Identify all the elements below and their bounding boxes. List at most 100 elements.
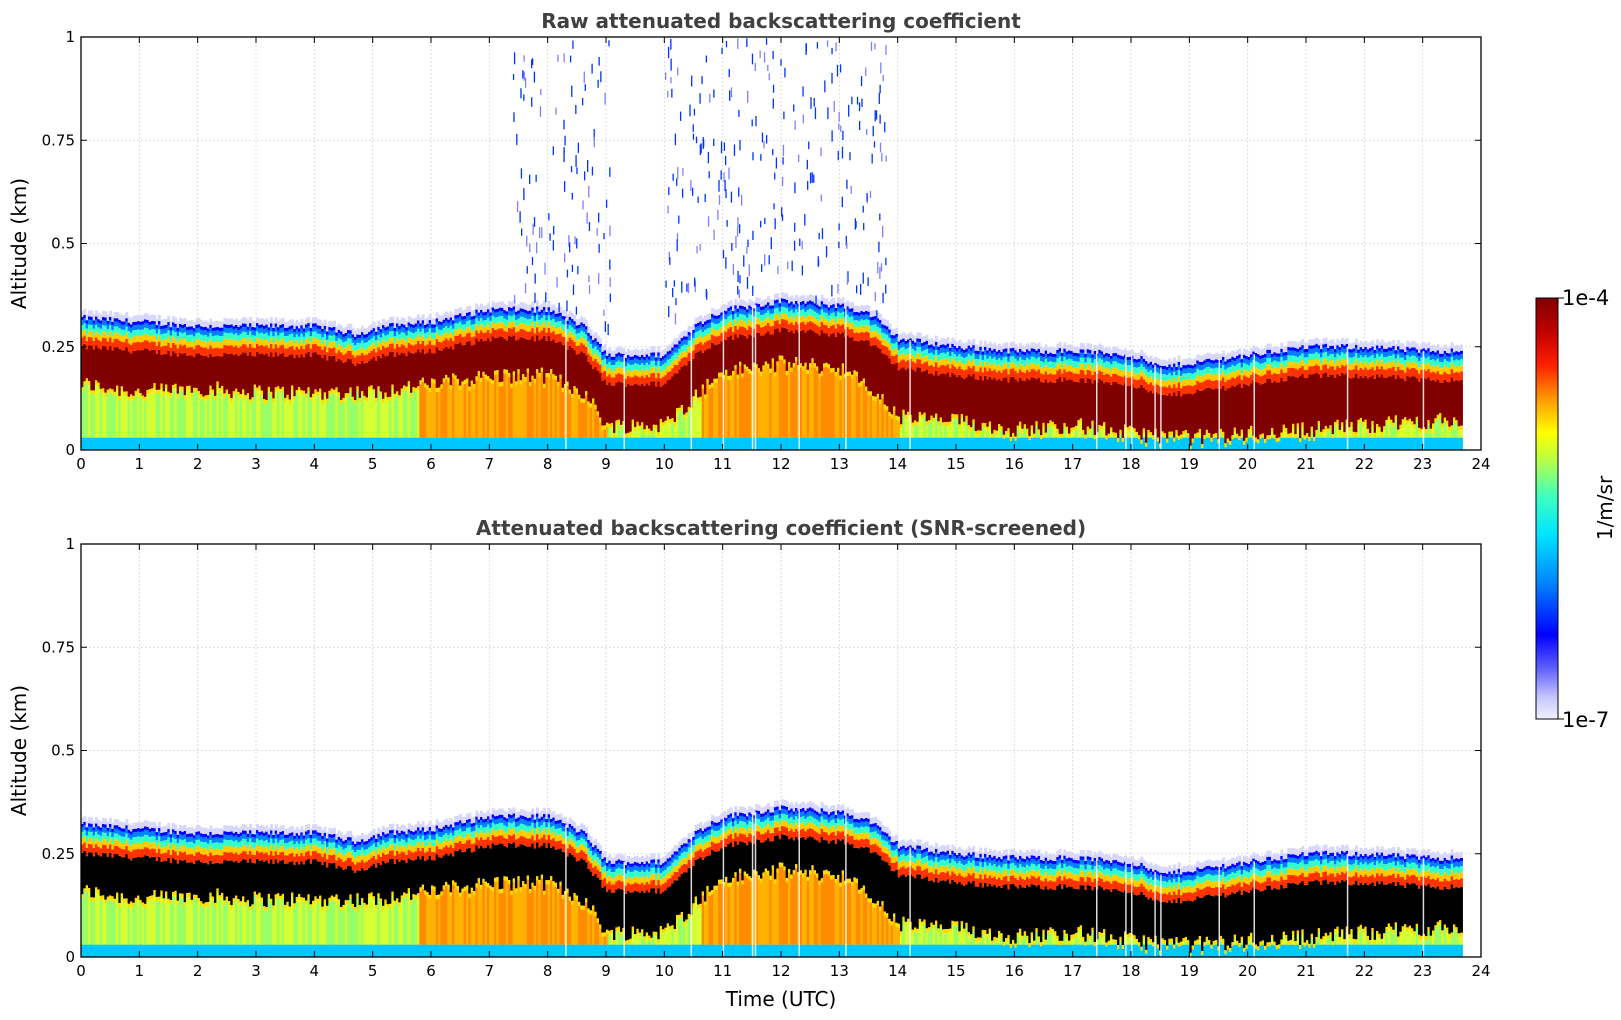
heatmap-cell (260, 318, 264, 325)
heatmap-cell (1173, 392, 1176, 438)
heatmap-cell (617, 355, 621, 361)
heatmap-cell (319, 392, 322, 438)
heatmap-cell (1154, 356, 1158, 363)
heatmap-cell (1133, 358, 1137, 363)
heatmap-cell (414, 323, 418, 327)
heatmap-cell (743, 310, 747, 316)
heatmap-cell (190, 334, 194, 341)
heatmap-cell (1103, 374, 1106, 384)
heatmap-cell (685, 357, 689, 366)
heatmap-cell (480, 377, 483, 382)
heatmap-cell (526, 331, 530, 340)
heatmap-cell (867, 311, 871, 315)
heatmap-cell (102, 437, 105, 450)
heatmap-cell (582, 323, 586, 328)
heatmap-cell (872, 337, 875, 346)
heatmap-cell (783, 313, 787, 320)
heatmap-cell (398, 395, 402, 400)
heatmap-cell (734, 313, 738, 320)
heatmap-cell (664, 375, 668, 384)
heatmap-cell (1163, 386, 1167, 395)
heatmap-cell (734, 299, 738, 306)
heatmap-cell (1243, 348, 1246, 355)
heatmap-cell (141, 437, 145, 450)
heatmap-cell (739, 320, 742, 327)
heatmap-cell (739, 299, 742, 306)
heatmap-cell (326, 402, 329, 438)
heatmap-cell (1175, 360, 1179, 367)
heatmap-cell (305, 327, 308, 333)
heatmap-cell (377, 330, 381, 336)
heatmap-cell (501, 385, 504, 438)
heatmap-cell (284, 331, 287, 337)
heatmap-cell (1100, 359, 1104, 366)
heatmap-cell (823, 437, 826, 450)
heatmap-cell (316, 319, 320, 326)
heatmap-cell (827, 364, 831, 369)
heatmap-cell (708, 340, 712, 349)
heatmap-cell (522, 323, 525, 330)
heatmap-cell (372, 389, 376, 394)
heatmap-cell (386, 334, 390, 341)
heatmap-cell (487, 329, 490, 339)
heatmap-cell (214, 356, 217, 396)
heatmap-cell (1208, 379, 1211, 388)
heatmap-cell (1021, 428, 1025, 433)
heatmap-cell (538, 340, 542, 373)
heatmap-cell (452, 328, 455, 335)
heatmap-cell (484, 305, 488, 312)
heatmap-cell (1047, 357, 1050, 363)
heatmap-cell (97, 437, 101, 450)
heatmap-cell (200, 340, 203, 347)
heatmap-cell (272, 437, 276, 450)
heatmap-cell (799, 301, 803, 306)
heatmap-cell (890, 355, 894, 364)
heatmap-cell (825, 333, 829, 363)
heatmap-cell (662, 437, 665, 450)
heatmap-cell (729, 379, 733, 438)
heatmap-cell (638, 360, 642, 365)
heatmap-cell (687, 406, 691, 412)
heatmap-cell (456, 318, 460, 324)
heatmap-cell (104, 325, 108, 332)
heatmap-cell (484, 311, 488, 316)
heatmap-cell (547, 301, 551, 308)
heatmap-cell (272, 336, 276, 343)
heatmap-cell (545, 332, 549, 341)
heatmap-cell (538, 326, 542, 333)
heatmap-cell (307, 316, 311, 324)
heatmap-cell (169, 392, 173, 398)
heatmap-cell (412, 437, 416, 450)
heatmap-cell (1107, 347, 1111, 354)
heatmap-cell (769, 305, 773, 309)
heatmap-cell (246, 326, 250, 331)
heatmap-cell (92, 323, 96, 329)
heatmap-cell (704, 342, 707, 351)
heatmap-cell (792, 298, 796, 305)
heatmap-cell (648, 385, 651, 429)
heatmap-cell (958, 349, 962, 355)
heatmap-cell (918, 359, 922, 368)
heatmap-cell (837, 297, 840, 304)
heatmap-cell (349, 359, 353, 388)
heatmap-cell (921, 363, 924, 373)
heatmap-cell (552, 339, 556, 375)
heatmap-cell (790, 322, 794, 331)
heatmap-cell (1110, 364, 1113, 371)
heatmap-cell (1107, 374, 1111, 383)
heatmap-cell (907, 333, 910, 340)
heatmap-cell (984, 350, 987, 356)
heatmap-cell (923, 412, 927, 417)
heatmap-cell (167, 350, 171, 392)
heatmap-cell (510, 387, 514, 438)
heatmap-cell (624, 361, 628, 367)
heatmap-cell (974, 435, 978, 438)
heatmap-cell (1135, 431, 1139, 437)
heatmap-cell (1033, 348, 1036, 353)
heatmap-cell (221, 321, 224, 328)
heatmap-cell (403, 327, 406, 333)
heatmap-cell (932, 437, 936, 450)
heatmap-cell (1100, 430, 1104, 438)
heatmap-cell (293, 322, 297, 329)
heatmap-cell (349, 391, 353, 438)
